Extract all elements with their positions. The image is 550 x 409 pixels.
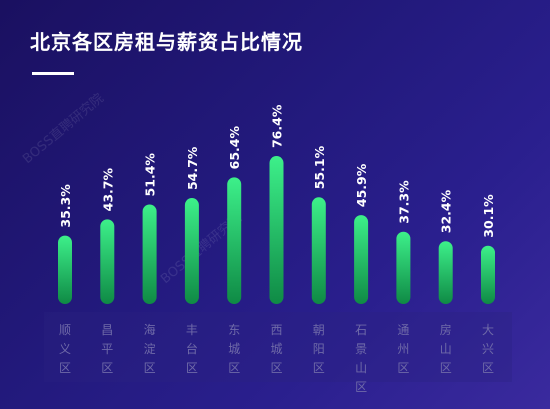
category-label-3: 海淀区 bbox=[144, 322, 156, 375]
category-label-1: 顺义区 bbox=[59, 323, 71, 375]
data-label-3: 51.4% bbox=[143, 153, 158, 197]
bar-6 bbox=[269, 156, 284, 304]
bar-10 bbox=[438, 241, 453, 304]
data-label-11: 30.1% bbox=[481, 194, 496, 238]
bar-3 bbox=[142, 204, 157, 304]
bar-9 bbox=[396, 231, 411, 304]
category-label-8: 石景山区 bbox=[355, 323, 367, 394]
category-label-2: 昌平区 bbox=[101, 323, 113, 375]
data-label-8: 45.9% bbox=[354, 163, 369, 207]
data-label-1: 35.3% bbox=[58, 184, 73, 228]
data-label-9: 37.3% bbox=[396, 180, 411, 224]
data-label-7: 55.1% bbox=[312, 145, 327, 189]
data-label-4: 54.7% bbox=[185, 146, 200, 190]
category-label-4: 丰台区 bbox=[186, 323, 198, 375]
category-label-9: 通州区 bbox=[397, 323, 409, 375]
category-label-11: 大兴区 bbox=[482, 323, 494, 375]
bar-1 bbox=[58, 235, 72, 304]
category-band bbox=[44, 312, 512, 382]
bar-11 bbox=[481, 245, 495, 304]
bar-2 bbox=[100, 219, 115, 304]
bar-4 bbox=[184, 198, 199, 304]
category-label-6: 西城区 bbox=[270, 323, 282, 375]
category-label-10: 房山区 bbox=[440, 322, 452, 375]
data-label-6: 76.4% bbox=[270, 104, 285, 148]
category-label-5: 东城区 bbox=[228, 323, 240, 375]
chart-title: 北京各区房租与薪资占比情况 bbox=[30, 30, 303, 54]
data-label-10: 32.4% bbox=[439, 189, 454, 233]
title-underline bbox=[32, 72, 74, 75]
category-label-7: 朝阳区 bbox=[313, 323, 325, 375]
bar-7 bbox=[311, 197, 326, 304]
data-label-5: 65.4% bbox=[227, 125, 242, 169]
bar-5 bbox=[227, 177, 242, 304]
data-label-2: 43.7% bbox=[100, 168, 115, 212]
bar-8 bbox=[354, 215, 369, 304]
